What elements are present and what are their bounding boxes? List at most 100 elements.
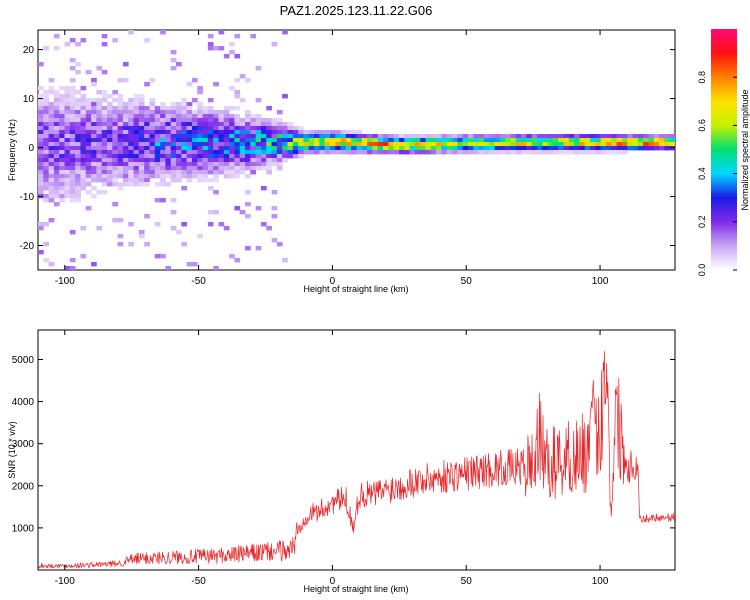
heatmap-cell <box>574 134 580 139</box>
heatmap-cell <box>138 118 145 123</box>
heatmap-cell <box>64 186 71 191</box>
heatmap-cell <box>133 126 140 131</box>
heatmap-cell <box>112 90 119 95</box>
heatmap-cell <box>144 134 150 139</box>
heatmap-cell <box>563 134 570 139</box>
heatmap-cell <box>446 150 453 155</box>
spectrogram-x-label: Height of straight line (km) <box>303 284 408 294</box>
heatmap-cell <box>340 138 347 143</box>
heatmap-cell <box>85 138 92 143</box>
heatmap-cell <box>160 102 166 107</box>
heatmap-cell <box>473 146 479 151</box>
heatmap-cell <box>478 146 485 151</box>
heatmap-cell <box>536 146 543 151</box>
heatmap-cell <box>96 138 103 143</box>
heatmap-cell <box>101 34 108 39</box>
heatmap-cell <box>48 182 55 187</box>
heatmap-cell <box>398 134 405 139</box>
heatmap-cell <box>80 130 87 135</box>
heatmap-cell <box>144 118 150 123</box>
heatmap-cell <box>515 146 522 151</box>
heatmap-cell <box>197 102 203 107</box>
heatmap-cell <box>59 166 65 171</box>
heatmap-cell <box>202 150 209 155</box>
heatmap-cell <box>117 78 124 83</box>
heatmap-cell <box>38 162 44 167</box>
heatmap-cell <box>207 150 214 155</box>
heatmap-cell <box>191 142 198 147</box>
heatmap-cell <box>234 54 241 59</box>
heatmap-cell <box>213 46 219 51</box>
heatmap-cell <box>239 210 246 215</box>
heatmap-cell <box>107 106 113 111</box>
heatmap-cell <box>117 106 124 111</box>
heatmap-cell <box>223 114 230 119</box>
heatmap-cell <box>223 126 230 131</box>
heatmap-cell <box>505 134 511 139</box>
heatmap-cell <box>165 266 172 270</box>
heatmap-cell <box>446 134 453 139</box>
heatmap-cell <box>266 226 272 231</box>
heatmap-cell <box>117 174 124 179</box>
heatmap-cell <box>186 158 193 163</box>
heatmap-cell <box>91 130 97 135</box>
heatmap-cell <box>48 262 55 267</box>
heatmap-cell <box>138 154 145 159</box>
heatmap-cell <box>383 146 389 151</box>
heatmap-cell <box>43 166 50 171</box>
heatmap-cell <box>186 82 193 87</box>
heatmap-cell <box>128 114 134 119</box>
heatmap-cell <box>144 170 150 175</box>
heatmap-cell <box>239 98 246 103</box>
heatmap-cell <box>271 162 278 167</box>
spectrogram-y-label: Frequency (Hz) <box>7 119 17 181</box>
heatmap-cell <box>144 114 150 119</box>
heatmap-cell <box>154 150 161 155</box>
heatmap-cell <box>43 46 50 51</box>
heatmap-cell <box>133 174 140 179</box>
heatmap-cell <box>276 134 283 139</box>
heatmap-cell <box>96 114 103 119</box>
heatmap-cell <box>69 38 76 43</box>
heatmap-cell <box>85 130 92 135</box>
heatmap-cell <box>467 138 474 143</box>
heatmap-cell <box>207 166 214 171</box>
heatmap-cell <box>574 142 580 147</box>
heatmap-cell <box>308 150 315 155</box>
heatmap-cell <box>181 162 188 167</box>
heatmap-cell <box>255 246 262 251</box>
heatmap-cell <box>659 142 665 147</box>
heatmap-cell <box>276 158 283 163</box>
heatmap-cell <box>176 114 182 119</box>
heatmap-cell <box>547 134 554 139</box>
heatmap-cell <box>436 134 442 139</box>
heatmap-cell <box>218 150 225 155</box>
heatmap-cell <box>91 122 97 127</box>
heatmap-cell <box>117 186 124 191</box>
heatmap-cell <box>414 138 421 143</box>
heatmap-cell <box>181 166 188 171</box>
heatmap-cell <box>107 122 113 127</box>
heatmap-cell <box>430 142 437 147</box>
heatmap-cell <box>234 106 241 111</box>
heatmap-cell <box>133 122 140 127</box>
heatmap-cell <box>144 82 150 87</box>
heatmap-cell <box>287 142 294 147</box>
heatmap-cell <box>38 94 44 99</box>
heatmap-cell <box>101 166 108 171</box>
heatmap-cell <box>80 122 87 127</box>
heatmap-cell <box>59 98 65 103</box>
heatmap-cell <box>165 126 172 131</box>
heatmap-cell <box>170 154 177 159</box>
heatmap-cell <box>107 162 113 167</box>
heatmap-cell <box>473 150 479 155</box>
heatmap-cell <box>345 146 352 151</box>
heatmap-cell <box>53 90 60 95</box>
heatmap-cell <box>271 146 278 151</box>
heatmap-cell <box>446 146 453 151</box>
heatmap-cell <box>165 166 172 171</box>
heatmap-cell <box>483 142 490 147</box>
heatmap-cell <box>75 150 81 155</box>
heatmap-cell <box>271 138 278 143</box>
heatmap-cell <box>91 142 97 147</box>
